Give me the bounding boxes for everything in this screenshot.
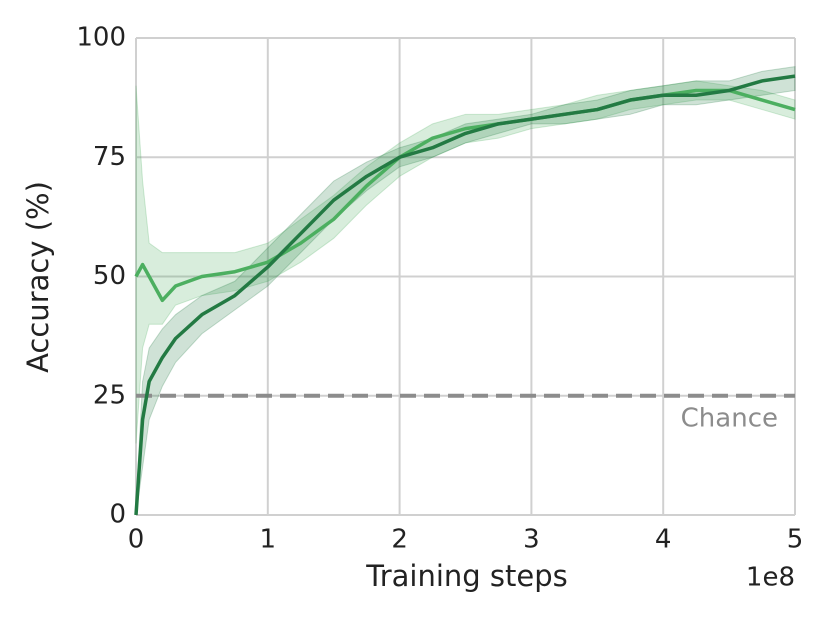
y-tick-label: 75 xyxy=(93,142,126,172)
y-axis-label: Accuracy (%) xyxy=(21,181,55,373)
confidence-band xyxy=(135,66,796,516)
y-tick-label: 0 xyxy=(109,500,126,530)
x-tick-label: 3 xyxy=(523,525,540,555)
x-offset-label: 1e8 xyxy=(746,563,795,593)
y-tick-label: 100 xyxy=(76,23,126,53)
y-tick-label: 50 xyxy=(93,261,126,291)
x-tick-label: 0 xyxy=(128,525,145,555)
x-tick-label: 2 xyxy=(391,525,408,555)
x-tick-label: 4 xyxy=(655,525,672,555)
y-tick-label: 25 xyxy=(93,380,126,410)
series-line xyxy=(134,74,796,516)
x-axis-label: Training steps xyxy=(365,559,568,593)
x-tick-label: 1 xyxy=(260,525,277,555)
reference-label: Chance xyxy=(681,403,778,433)
x-tick-label: 5 xyxy=(787,525,804,555)
